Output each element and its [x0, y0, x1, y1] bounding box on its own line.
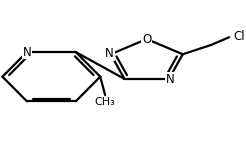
Text: N: N — [166, 73, 175, 86]
Text: N: N — [105, 47, 114, 60]
Text: O: O — [142, 33, 151, 46]
Text: Cl: Cl — [233, 30, 245, 43]
Text: CH₃: CH₃ — [95, 97, 116, 106]
Text: N: N — [23, 46, 31, 59]
